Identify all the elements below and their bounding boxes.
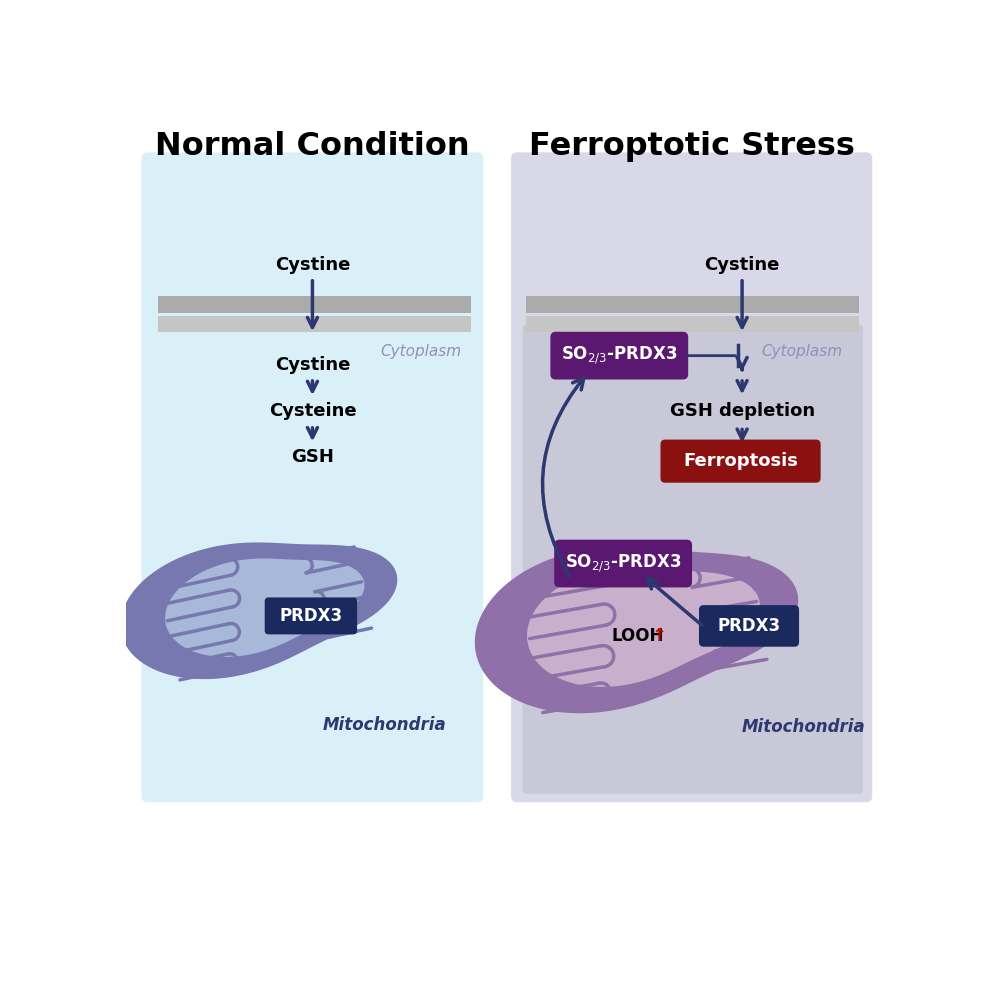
Text: Normal Condition: Normal Condition <box>155 131 470 163</box>
FancyBboxPatch shape <box>699 605 799 646</box>
Text: Cystine: Cystine <box>275 256 350 274</box>
Bar <box>158 295 471 313</box>
Text: Cystine: Cystine <box>275 356 350 374</box>
FancyBboxPatch shape <box>661 439 821 483</box>
Bar <box>526 317 859 332</box>
PathPatch shape <box>121 542 398 679</box>
Text: SO$_{2/3}$-PRDX3: SO$_{2/3}$-PRDX3 <box>561 345 677 367</box>
FancyBboxPatch shape <box>265 597 357 635</box>
Text: PRDX3: PRDX3 <box>279 607 342 625</box>
Bar <box>526 295 859 313</box>
PathPatch shape <box>527 567 760 687</box>
FancyBboxPatch shape <box>522 324 863 794</box>
Text: Mitochondria: Mitochondria <box>742 718 865 736</box>
Bar <box>158 317 471 332</box>
PathPatch shape <box>165 558 365 657</box>
Text: GSH: GSH <box>291 448 334 466</box>
FancyBboxPatch shape <box>554 540 692 588</box>
Text: PRDX3: PRDX3 <box>717 617 780 635</box>
FancyBboxPatch shape <box>511 152 872 802</box>
PathPatch shape <box>475 546 798 713</box>
Text: Ferroptotic Stress: Ferroptotic Stress <box>529 131 854 163</box>
FancyBboxPatch shape <box>550 332 688 380</box>
FancyBboxPatch shape <box>141 152 484 802</box>
Text: ↑: ↑ <box>652 627 667 645</box>
Text: GSH depletion: GSH depletion <box>670 402 815 420</box>
Text: Cystine: Cystine <box>704 256 779 274</box>
Text: Ferroptosis: Ferroptosis <box>683 452 798 470</box>
Text: SO$_{2/3}$-PRDX3: SO$_{2/3}$-PRDX3 <box>565 552 680 574</box>
Text: LOOH: LOOH <box>612 627 665 645</box>
Text: Mitochondria: Mitochondria <box>322 716 446 734</box>
Text: Cytoplasm: Cytoplasm <box>381 343 462 358</box>
Text: Cysteine: Cysteine <box>269 402 356 420</box>
Text: Cytoplasm: Cytoplasm <box>762 343 843 358</box>
